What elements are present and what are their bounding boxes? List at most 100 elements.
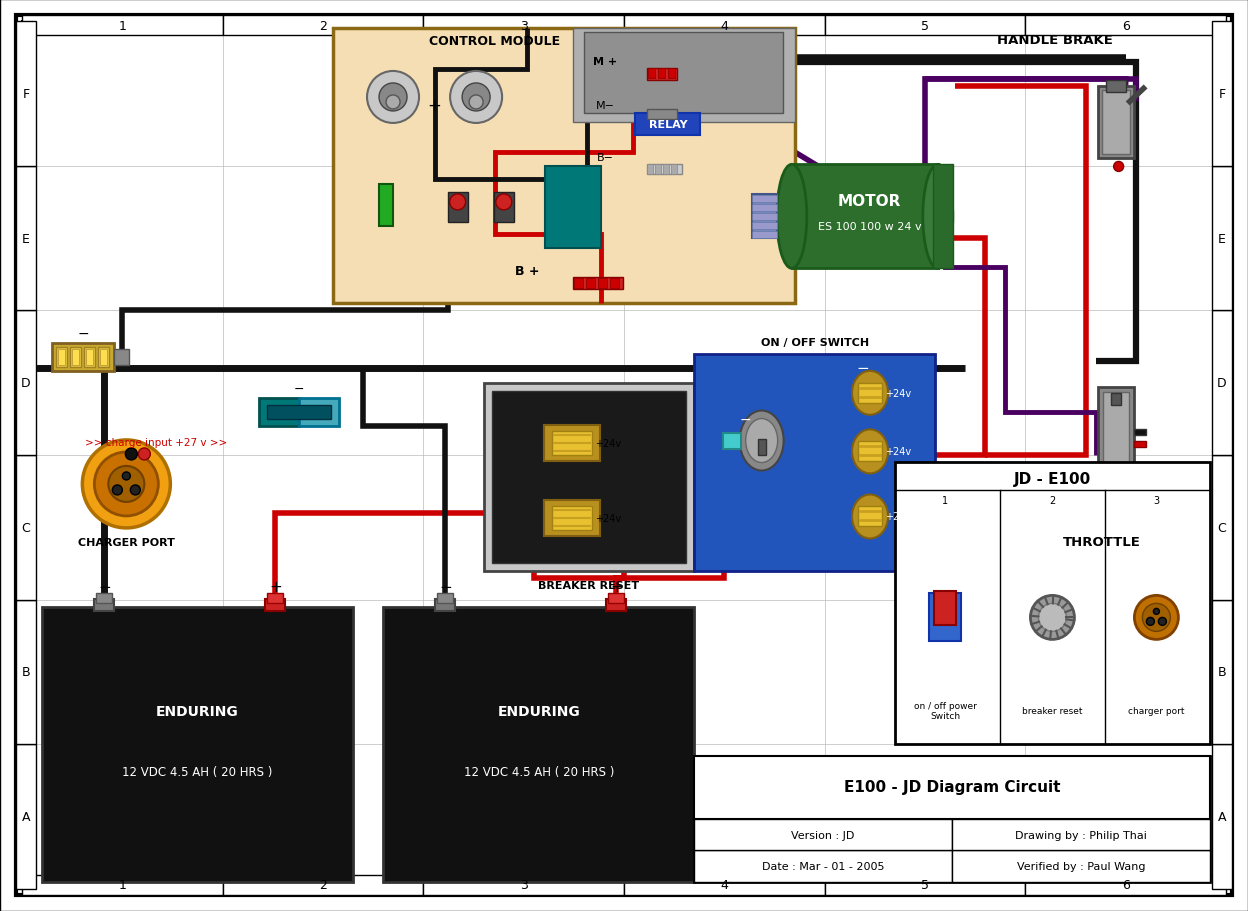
Bar [663, 165, 669, 175]
Circle shape [122, 473, 130, 480]
Text: on / off power
Switch: on / off power Switch [914, 701, 977, 721]
Bar [930, 594, 961, 641]
Circle shape [367, 72, 419, 124]
Bar [646, 165, 681, 175]
Text: Version : JD: Version : JD [791, 830, 855, 840]
Circle shape [1142, 604, 1171, 631]
Text: 12 VDC 4.5 AH ( 20 HRS ): 12 VDC 4.5 AH ( 20 HRS ) [463, 765, 614, 779]
Bar [646, 165, 653, 175]
Text: A: A [21, 810, 30, 824]
Text: −: − [856, 361, 869, 376]
Bar [552, 432, 592, 456]
Text: 2: 2 [319, 19, 327, 33]
Text: +24v: +24v [885, 512, 911, 522]
Bar [436, 599, 456, 611]
Bar [895, 463, 1211, 744]
Bar [668, 68, 675, 78]
Bar [859, 442, 882, 462]
Text: Drawing by : Philip Thai: Drawing by : Philip Thai [1015, 830, 1147, 840]
Ellipse shape [852, 372, 889, 415]
Bar [494, 193, 514, 222]
Bar [544, 425, 600, 461]
Text: +: + [428, 97, 442, 115]
Bar [379, 185, 393, 227]
Text: charger port: charger port [1128, 706, 1184, 715]
Bar [448, 193, 468, 222]
Bar [222, 16, 423, 36]
Bar [1111, 394, 1121, 405]
Bar [574, 279, 583, 289]
Bar [1212, 167, 1232, 311]
Circle shape [449, 195, 466, 210]
Bar [658, 68, 665, 78]
Text: 3: 3 [519, 878, 528, 892]
Bar [609, 593, 624, 603]
Bar [1212, 22, 1232, 167]
Text: −: − [293, 382, 305, 395]
Ellipse shape [852, 495, 889, 539]
Text: 6: 6 [1122, 878, 1129, 892]
Text: +: + [270, 579, 282, 595]
Bar [791, 165, 937, 269]
Bar [84, 348, 95, 368]
Circle shape [112, 486, 122, 496]
Bar [492, 391, 686, 563]
Bar [825, 16, 1026, 36]
Bar [751, 195, 776, 239]
Bar [646, 110, 676, 120]
Bar [437, 593, 453, 603]
Text: 3: 3 [1153, 496, 1159, 506]
Bar [751, 205, 776, 212]
Circle shape [109, 466, 145, 502]
Bar [52, 343, 114, 372]
Circle shape [1158, 618, 1167, 626]
Text: CONTROL MODULE: CONTROL MODULE [429, 35, 560, 47]
Text: RELAY: RELAY [649, 120, 688, 130]
Text: 3: 3 [519, 19, 528, 33]
Text: 5: 5 [921, 878, 929, 892]
Bar [56, 348, 67, 368]
Bar [758, 439, 766, 455]
Bar [624, 16, 825, 36]
Bar [16, 600, 36, 744]
Bar [16, 22, 36, 167]
Circle shape [1031, 596, 1075, 640]
Text: +24v: +24v [885, 447, 911, 457]
Bar [952, 850, 1211, 882]
Text: >> charge input +27 v >>: >> charge input +27 v >> [85, 437, 227, 447]
Bar [298, 399, 338, 426]
Text: +: + [610, 579, 623, 595]
Text: +24v: +24v [885, 388, 911, 398]
Circle shape [1134, 596, 1178, 640]
Bar [694, 819, 952, 850]
Bar [671, 165, 676, 175]
Bar [587, 279, 595, 289]
Text: 6: 6 [1122, 19, 1129, 33]
Text: E: E [1218, 232, 1226, 245]
Bar [1212, 311, 1232, 456]
Bar [16, 456, 36, 600]
Bar [86, 350, 94, 365]
Circle shape [125, 448, 137, 460]
Bar [610, 279, 619, 289]
Bar [545, 167, 600, 249]
Circle shape [1147, 618, 1154, 626]
Bar [95, 599, 115, 611]
Circle shape [462, 84, 490, 112]
Bar [552, 507, 592, 530]
Text: ES 100 100 w 24 v: ES 100 100 w 24 v [817, 222, 921, 232]
Ellipse shape [745, 419, 778, 463]
Bar [646, 69, 676, 81]
Text: M +: M + [593, 57, 618, 67]
Text: E: E [22, 232, 30, 245]
Circle shape [139, 448, 150, 460]
Bar [952, 819, 1211, 850]
Bar [16, 167, 36, 311]
Bar [751, 196, 776, 203]
Text: D: D [21, 377, 31, 390]
Text: 4: 4 [720, 19, 729, 33]
Bar [624, 875, 825, 895]
Bar [70, 348, 81, 368]
Text: 1: 1 [119, 19, 126, 33]
Bar [751, 214, 776, 221]
